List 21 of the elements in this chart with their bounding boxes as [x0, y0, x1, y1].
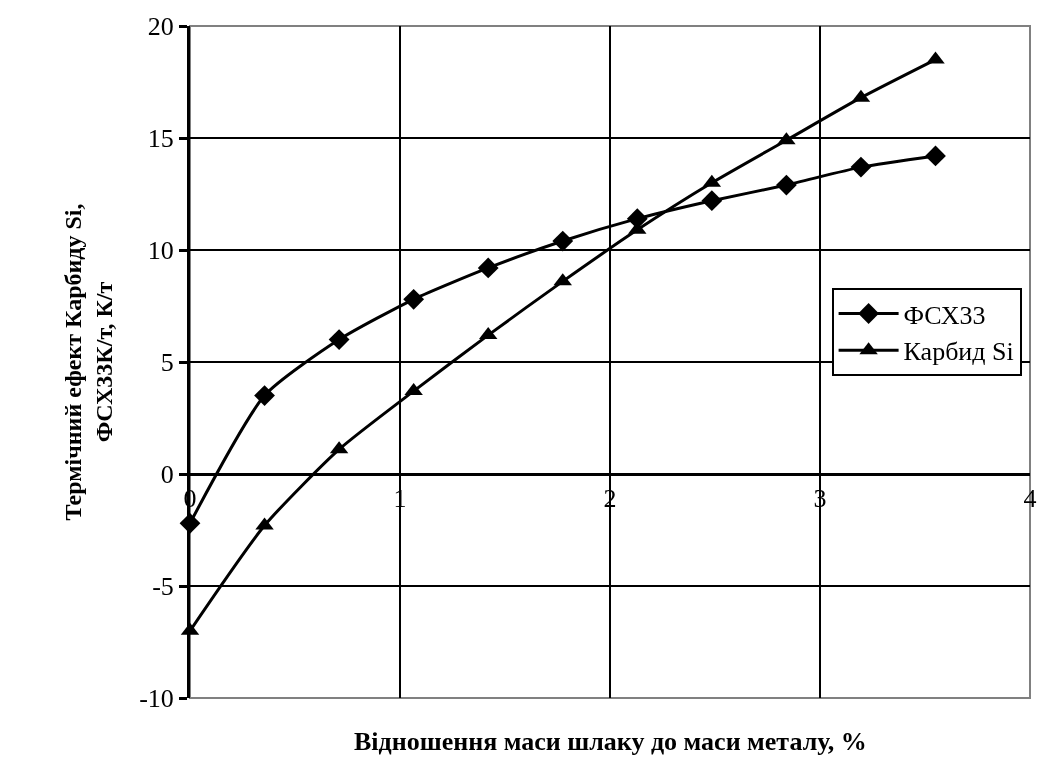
point — [850, 156, 872, 178]
point — [477, 257, 499, 279]
y-tick-label: 5 — [160, 348, 174, 378]
point — [328, 329, 350, 350]
y-tick-label: 15 — [147, 124, 174, 154]
point — [776, 174, 797, 196]
x-tick-label: 4 — [1023, 484, 1037, 514]
y-tick-label: -10 — [139, 684, 174, 714]
point — [925, 145, 946, 167]
y-tick-label: 20 — [147, 12, 174, 42]
y-axis-title: Термічний ефект Карбиду Si, ФСХ33К/т, К/т — [60, 203, 118, 521]
legend-label: ФСХ33 — [903, 300, 986, 330]
y-tick-label: 0 — [160, 460, 174, 490]
x-axis-title: Відношення маси шлаку до маси металу, % — [354, 727, 867, 756]
y-tick-label: 10 — [147, 236, 174, 266]
legend-label: Карбид Si — [903, 337, 1014, 367]
point — [552, 230, 574, 252]
point — [403, 288, 425, 310]
point — [254, 385, 275, 406]
y-tick-label: -5 — [152, 572, 174, 602]
point — [701, 190, 723, 212]
